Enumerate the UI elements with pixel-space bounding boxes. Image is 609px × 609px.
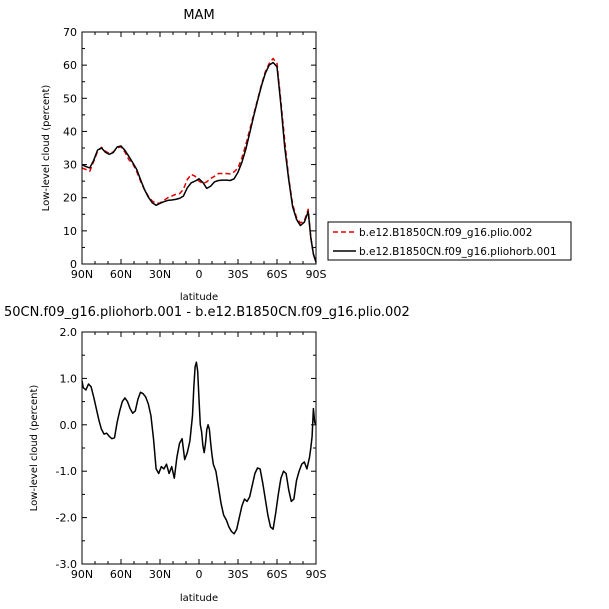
bottom-y-axis-label: Low-level cloud (percent) <box>29 385 40 512</box>
top-x-tick-label: 60N <box>110 268 132 281</box>
top-y-tick-label: 10 <box>63 225 77 238</box>
bottom-y-tick-label: -1.0 <box>56 465 77 478</box>
top-y-axis-label: Low-level cloud (percent) <box>41 85 52 212</box>
top-x-tick-label: 60S <box>267 268 288 281</box>
top-x-axis-label: latitude <box>180 292 218 303</box>
bottom-tick-labels: 90N 60N 30N 0 30S 60S 90S -3.0 -2.0 -1.0 0.0 1.0 2.0 <box>56 326 327 581</box>
top-y-tick-label: 40 <box>63 125 77 138</box>
bottom-series-line-0 <box>81 361 317 535</box>
bottom-y-tick-label: 2.0 <box>60 326 78 339</box>
top-series-line-1 <box>81 61 317 263</box>
top-x-tick-label: 90N <box>71 268 93 281</box>
bottom-y-tick-label: -2.0 <box>56 512 77 525</box>
top-chart-title: MAM <box>183 8 214 23</box>
top-series-line-0 <box>81 57 317 263</box>
bottom-y-tick-label: 0.0 <box>60 419 78 432</box>
top-y-tick-label: 70 <box>63 26 77 39</box>
top-y-tick-label: 0 <box>70 258 77 271</box>
top-series-group <box>81 57 317 263</box>
top-y-tick-label: 60 <box>63 59 77 72</box>
bottom-chart-title: 50CN.f09_g16.pliohorb.001 - b.e12.B1850C… <box>4 305 410 320</box>
legend-label-plio: b.e12.B1850CN.f09_g16.plio.002 <box>359 227 532 239</box>
bottom-y-tick-label: -3.0 <box>56 558 77 571</box>
bottom-x-tick-label: 60N <box>110 568 132 581</box>
bottom-x-tick-label: 30S <box>228 568 249 581</box>
top-plot-frame <box>81 31 317 265</box>
top-tick-labels: 90N 60N 30N 0 30S 60S 90S 0 10 20 30 40 50 60 70 <box>63 26 327 281</box>
bottom-x-axis-label: latitude <box>180 593 218 604</box>
top-y-tick-label: 50 <box>63 92 77 105</box>
top-x-tick-label: 30N <box>149 268 171 281</box>
top-y-tick-label: 30 <box>63 159 77 172</box>
bottom-panel: 50CN.f09_g16.pliohorb.001 - b.e12.B1850C… <box>4 305 410 604</box>
top-x-tick-label: 90S <box>306 268 327 281</box>
top-y-tick-label: 20 <box>63 192 77 205</box>
bottom-ticks <box>81 331 317 565</box>
bottom-x-tick-label: 90N <box>71 568 93 581</box>
bottom-plot-frame <box>81 331 317 565</box>
bottom-series-group <box>81 361 317 535</box>
bottom-y-tick-label: 1.0 <box>60 372 78 385</box>
bottom-x-tick-label: 30N <box>149 568 171 581</box>
bottom-x-tick-label: 60S <box>267 568 288 581</box>
top-panel: MAM 90N 60N 30N 0 30S 60S 90S 0 10 20 30 40 50 60 70 l… <box>41 8 327 303</box>
bottom-x-tick-label: 0 <box>196 568 203 581</box>
legend-label-pliohorb: b.e12.B1850CN.f09_g16.pliohorb.001 <box>359 246 557 258</box>
legend: b.e12.B1850CN.f09_g16.plio.002 b.e12.B18… <box>327 221 572 261</box>
legend-box <box>327 221 572 261</box>
top-x-tick-label: 0 <box>196 268 203 281</box>
bottom-x-tick-label: 90S <box>306 568 327 581</box>
top-x-tick-label: 30S <box>228 268 249 281</box>
